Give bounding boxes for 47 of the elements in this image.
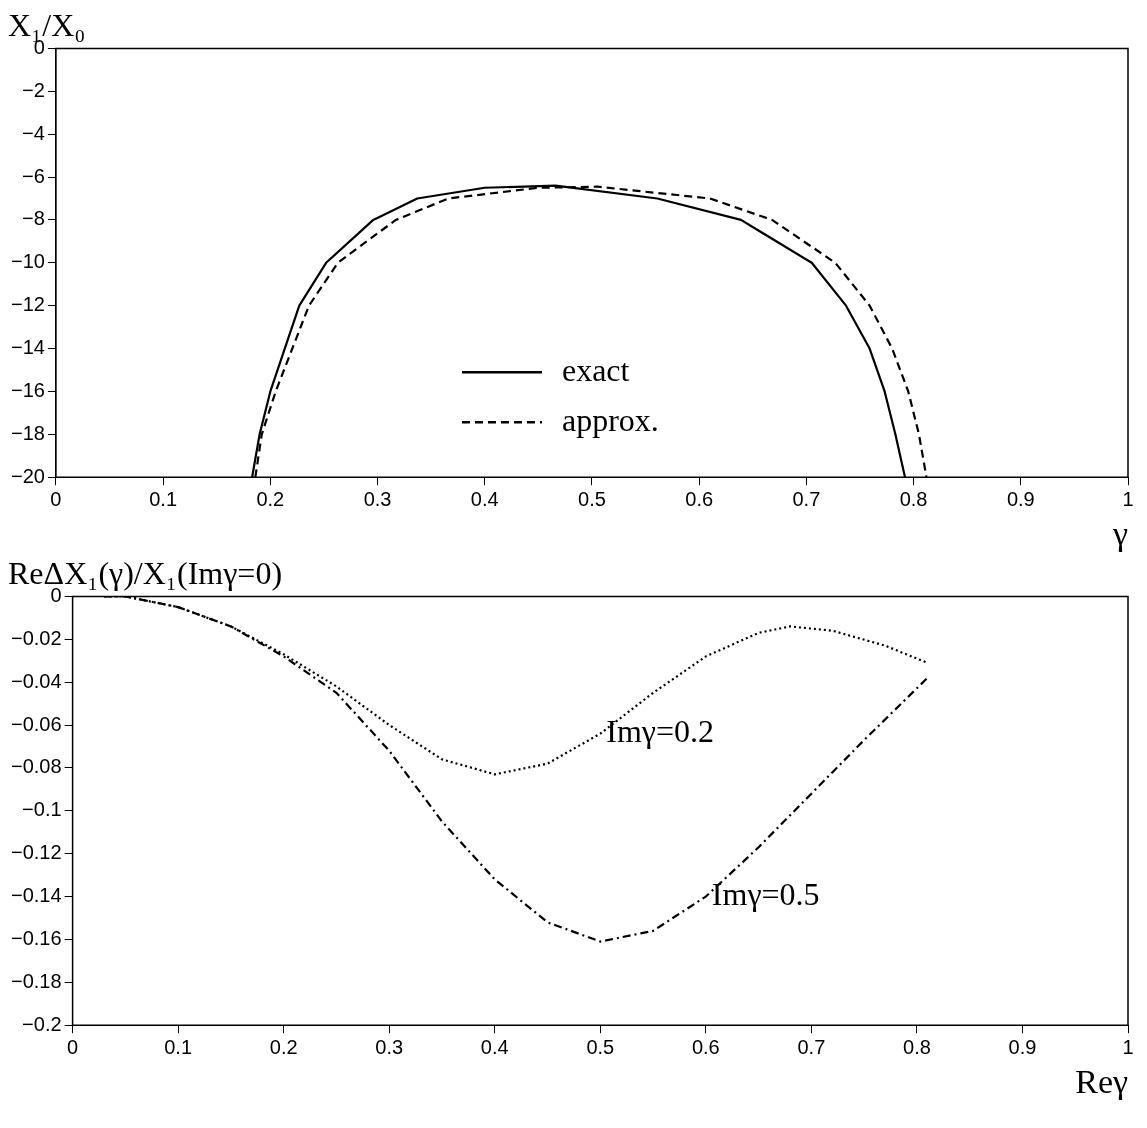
legend-label: approx. (561, 401, 659, 438)
y-tick-label: −10 (10, 250, 45, 273)
y-tick-label: −0.08 (11, 755, 62, 778)
y-tick-label: −0.12 (11, 841, 62, 864)
x-tick-label: 0.3 (375, 1035, 404, 1058)
y-tick-label: −12 (10, 293, 45, 316)
y-tick-label: −4 (22, 121, 45, 144)
x-tick-label: 0.3 (363, 487, 392, 510)
y-tick-label: −0.18 (11, 969, 62, 992)
y-tick-label: −2 (22, 78, 45, 101)
y-tick-label: −0.16 (11, 926, 62, 949)
x-tick-label: 0.7 (792, 487, 821, 510)
x-tick-label: 0.8 (899, 487, 928, 510)
x-tick-label: 0.5 (586, 1035, 615, 1058)
x-tick-label: 0.2 (256, 487, 285, 510)
y-tick-label: −0.06 (11, 712, 62, 735)
y-tick-label: −16 (10, 378, 45, 401)
y-tick-label: −0.1 (22, 798, 62, 821)
x-tick-label: 0.1 (149, 487, 178, 510)
x-tick-label: 1 (1122, 1035, 1134, 1058)
series-label: Imγ=0.2 (606, 713, 715, 750)
y-tick-label: −0.04 (11, 669, 62, 692)
series-label: Imγ=0.5 (711, 875, 820, 912)
x-tick-label: 0.6 (691, 1035, 720, 1058)
x-tick-label: 0.5 (578, 487, 606, 510)
x-tick-label: 0.8 (903, 1035, 931, 1058)
x-tick-label: 0.2 (269, 1035, 298, 1058)
y-tick-label: −0.14 (11, 884, 62, 907)
y-tick-label: −8 (22, 207, 45, 230)
x-tick-label: 0.4 (480, 1035, 509, 1058)
legend-label: exact (561, 351, 630, 388)
x-tick-label: 0.7 (797, 1035, 826, 1058)
y-tick-label: −0.02 (11, 626, 62, 649)
x-tick-label: 0.1 (164, 1035, 193, 1058)
y-tick-label: −18 (10, 421, 45, 444)
x-tick-label: 1 (1122, 487, 1134, 510)
y-tick-label: −14 (10, 336, 45, 359)
x-tick-label: 0.9 (1006, 487, 1035, 510)
x-tick-label: 0.6 (685, 487, 714, 510)
x-axis-title: Reγ (1075, 1062, 1128, 1100)
x-tick-label: 0.4 (470, 487, 499, 510)
x-axis-title: γ (1111, 514, 1128, 552)
y-tick-label: −0.2 (22, 1012, 62, 1035)
y-tick-label: −6 (22, 164, 45, 187)
x-tick-label: 0 (67, 1035, 79, 1058)
x-tick-label: 0.9 (1008, 1035, 1037, 1058)
y-tick-label: −20 (10, 464, 45, 487)
